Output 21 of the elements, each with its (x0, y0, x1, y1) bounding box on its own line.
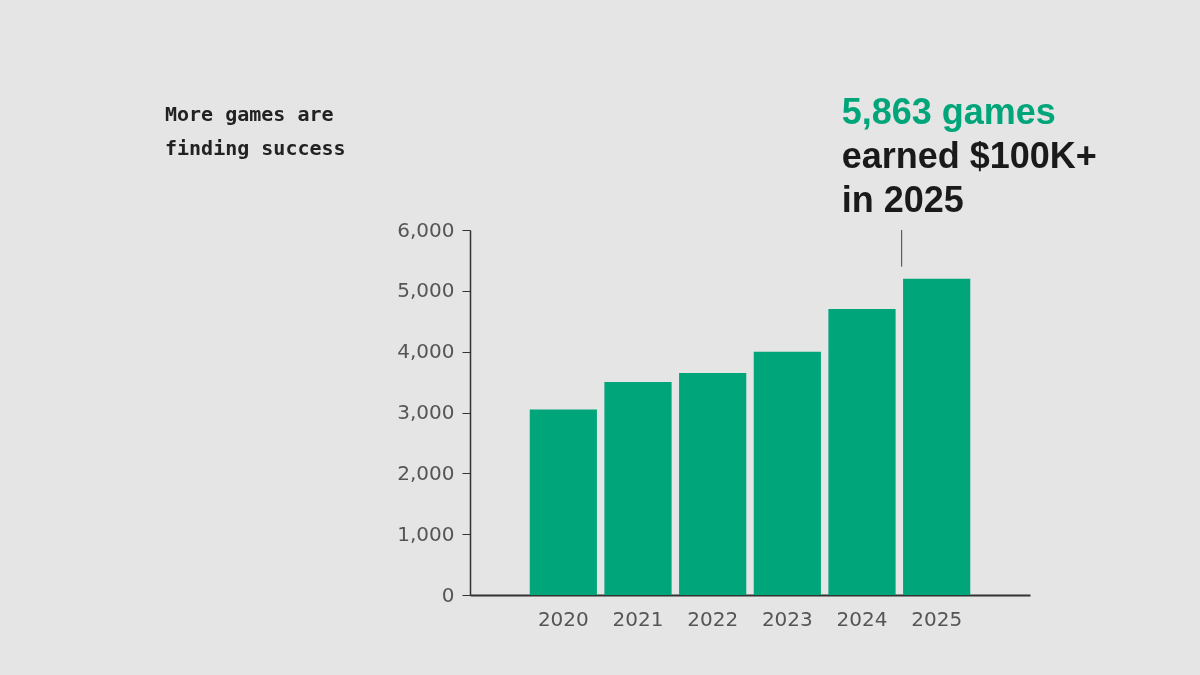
x-tick-label: 2022 (687, 606, 739, 631)
y-tick-label: 2,000 (397, 460, 455, 485)
x-tick-label: 2021 (612, 606, 664, 631)
y-tick-label: 5,000 (397, 278, 455, 303)
bar (529, 409, 597, 595)
bar (604, 382, 672, 595)
bar (753, 351, 821, 595)
y-tick-label: 4,000 (397, 339, 455, 364)
bar (679, 372, 747, 595)
y-tick-label: 1,000 (397, 521, 455, 546)
annotation: 5,863 games earned $100K+ in 2025 (841, 91, 1097, 220)
x-tick-label: 2024 (836, 606, 888, 631)
x-tick-label: 2023 (761, 606, 813, 631)
text: More games are finding success (165, 102, 346, 160)
y-tick-label: 6,000 (397, 217, 455, 242)
y-tick-label: 3,000 (397, 400, 455, 424)
x-tick-label: 2020 (537, 606, 589, 631)
x-tick-label: 2025 (911, 606, 963, 631)
y-tick-label: 0 (441, 582, 455, 607)
bar (828, 309, 896, 595)
bar (903, 278, 971, 595)
